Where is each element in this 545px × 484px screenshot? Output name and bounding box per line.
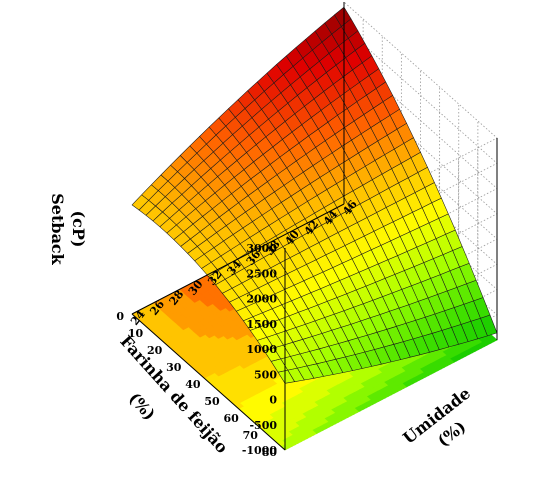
z-tick-label: 2500 — [246, 267, 277, 280]
x-axis-title-line2: (%) — [125, 389, 159, 424]
x-tick-label: 50 — [204, 395, 220, 408]
x-tick-label: 30 — [166, 361, 182, 374]
x-tick-label: 10 — [128, 327, 144, 340]
x-tick-label: 60 — [223, 412, 239, 425]
x-tick-label: 70 — [243, 429, 259, 442]
z-tick-label: -1000 — [242, 444, 278, 457]
z-tick-label: 1500 — [246, 318, 277, 331]
z-tick-label: 2000 — [246, 293, 277, 306]
z-tick-label: 3000 — [246, 242, 277, 255]
z-tick-label: 500 — [254, 368, 277, 381]
z-tick-label: -500 — [249, 419, 277, 432]
frame-edge — [131, 203, 345, 315]
x-tick-label: 0 — [116, 310, 124, 323]
surface-cell — [131, 194, 149, 211]
z-tick-label: 0 — [269, 394, 277, 407]
z-axis-title-line1: Setback — [48, 193, 67, 265]
axes-frame — [131, 2, 498, 451]
tick-labels: -1000 -500 0 500 1000 1500 2000 2500 3000 0 102030… — [116, 198, 360, 459]
x-tick-label: 80 — [262, 446, 278, 459]
z-tick-label: 1000 — [246, 343, 277, 356]
frame-edge — [131, 313, 286, 451]
x-tick-label: 20 — [147, 344, 163, 357]
response-surface — [131, 6, 498, 384]
x-tick-label: 40 — [185, 378, 201, 391]
z-axis-title-line2: (cP) — [69, 211, 88, 248]
